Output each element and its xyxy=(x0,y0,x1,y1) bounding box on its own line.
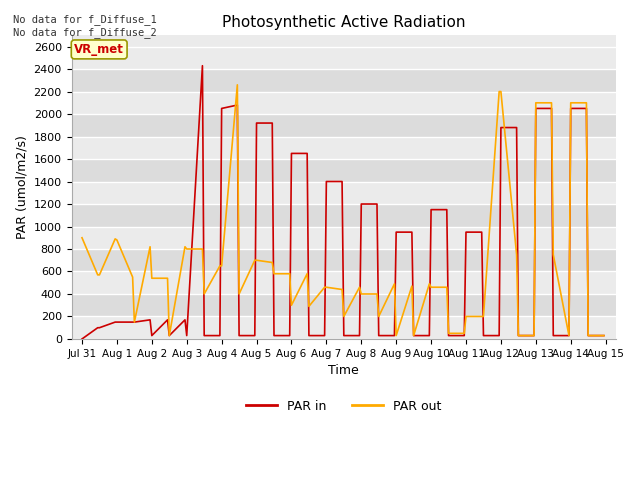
Bar xyxy=(72,159,616,181)
Y-axis label: PAR (umol/m2/s): PAR (umol/m2/s) xyxy=(15,135,28,239)
Bar xyxy=(72,136,616,159)
Bar xyxy=(72,294,616,316)
Bar xyxy=(72,227,616,249)
X-axis label: Time: Time xyxy=(328,364,359,377)
Bar xyxy=(72,92,616,114)
Bar xyxy=(72,204,616,227)
Bar xyxy=(72,249,616,272)
Text: No data for f_Diffuse_1
No data for f_Diffuse_2: No data for f_Diffuse_1 No data for f_Di… xyxy=(13,14,157,38)
Text: VR_met: VR_met xyxy=(74,43,124,56)
Bar xyxy=(72,272,616,294)
Bar xyxy=(72,47,616,69)
Legend: PAR in, PAR out: PAR in, PAR out xyxy=(241,395,447,418)
Bar xyxy=(72,181,616,204)
Bar xyxy=(72,114,616,136)
Bar xyxy=(72,316,616,339)
Bar xyxy=(72,69,616,92)
Title: Photosynthetic Active Radiation: Photosynthetic Active Radiation xyxy=(222,15,465,30)
